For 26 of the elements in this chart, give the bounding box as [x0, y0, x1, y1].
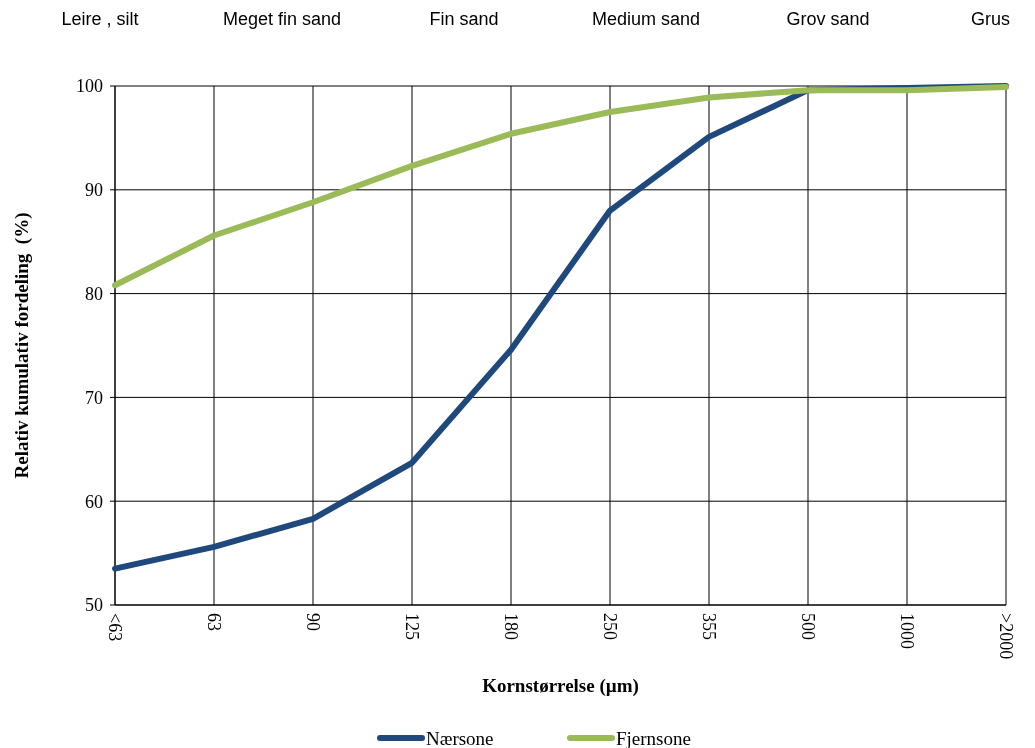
- x-tick-label: 125: [401, 613, 422, 640]
- text: Grus: [970, 9, 1010, 29]
- y-tick-label: 90: [85, 180, 103, 201]
- y-tick-label: 60: [85, 491, 103, 512]
- text: Medium sand: [591, 9, 701, 29]
- x-tick-label: 355: [698, 613, 719, 640]
- text: Meget fin sand: [222, 9, 342, 29]
- legend-label: Fjernsone: [616, 727, 691, 748]
- legend-label: Nærsone: [426, 727, 494, 748]
- y-tick-label: 80: [85, 283, 103, 304]
- x-tick-label: <63: [104, 613, 125, 642]
- x-tick-label: 500: [797, 613, 818, 640]
- y-tick-label: 100: [76, 76, 103, 97]
- x-tick-label: 63: [203, 613, 224, 631]
- x-axis-title: Kornstørrelse (µm): [482, 675, 639, 697]
- text: Fin sand: [429, 9, 499, 29]
- x-tick-label: >2000: [995, 613, 1016, 660]
- text: Grov sand: [786, 9, 870, 29]
- x-tick-label: 180: [500, 613, 521, 640]
- x-tick-label: 1000: [896, 613, 917, 649]
- y-axis-title: Relativ kumulativ fordeling (%): [11, 212, 33, 479]
- y-tick-label: 50: [85, 595, 103, 616]
- text: Leire , silt: [61, 9, 139, 29]
- x-tick-label: 90: [302, 613, 323, 631]
- y-tick-label: 70: [85, 387, 103, 408]
- x-tick-label: 250: [599, 613, 620, 640]
